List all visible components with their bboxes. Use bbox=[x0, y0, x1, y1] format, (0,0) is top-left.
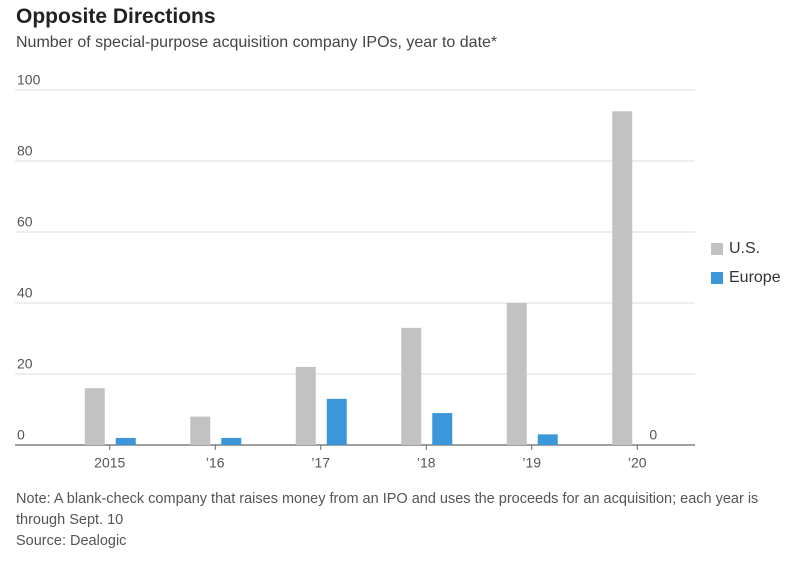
value-label: 0 bbox=[649, 427, 657, 443]
y-tick-label: 0 bbox=[17, 427, 25, 443]
x-tick-label: ’17 bbox=[311, 455, 330, 471]
bar bbox=[506, 303, 527, 445]
bar bbox=[326, 398, 347, 445]
x-tick-label: ’19 bbox=[522, 455, 541, 471]
bar bbox=[537, 434, 558, 445]
note: Note: A blank-check company that raises … bbox=[16, 491, 759, 528]
bar bbox=[190, 416, 211, 445]
chart: 0204060801002015’16’17’18’19’200U.S.Euro… bbox=[15, 72, 781, 471]
chart-subtitle: Number of special-purpose acquisition co… bbox=[16, 34, 498, 51]
bar bbox=[115, 437, 136, 445]
y-tick-label: 20 bbox=[17, 356, 33, 372]
y-tick-label: 100 bbox=[17, 72, 41, 88]
bar bbox=[295, 366, 316, 445]
x-tick-label: ’18 bbox=[417, 455, 436, 471]
bar bbox=[84, 388, 105, 445]
legend-swatch bbox=[711, 272, 723, 284]
source: Source: Dealogic bbox=[16, 533, 127, 549]
bar bbox=[612, 111, 633, 446]
chart-title: Opposite Directions bbox=[16, 5, 216, 28]
legend-swatch bbox=[711, 243, 723, 255]
bar bbox=[432, 413, 453, 445]
y-tick-label: 80 bbox=[17, 143, 33, 159]
x-tick-label: 2015 bbox=[94, 455, 125, 471]
legend-label: Europe bbox=[729, 269, 781, 286]
y-tick-label: 60 bbox=[17, 214, 33, 230]
y-tick-label: 40 bbox=[17, 285, 33, 301]
legend-label: U.S. bbox=[729, 240, 760, 257]
bar bbox=[221, 437, 242, 445]
x-tick-label: ’16 bbox=[206, 455, 225, 471]
legend: U.S. Europe bbox=[711, 240, 781, 286]
x-tick-label: ’20 bbox=[628, 455, 647, 471]
bar bbox=[401, 327, 422, 445]
